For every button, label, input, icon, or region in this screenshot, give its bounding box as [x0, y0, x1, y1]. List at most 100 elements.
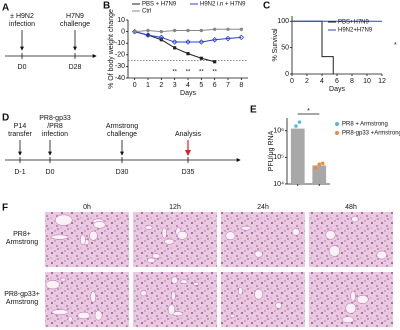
x-tick-label: 6 — [335, 78, 339, 85]
airspace — [193, 282, 199, 286]
legend-swatch — [335, 122, 339, 126]
marker — [211, 36, 218, 43]
marker — [198, 39, 205, 45]
day-label: D28 — [69, 64, 82, 71]
airspace — [60, 277, 66, 282]
marker — [172, 28, 177, 33]
airspace — [171, 276, 178, 284]
histology-image — [221, 272, 305, 327]
marker — [213, 60, 217, 64]
x-tick-label: 3 — [173, 82, 177, 89]
airspace — [177, 230, 188, 240]
bar — [312, 165, 327, 184]
histology-image — [133, 212, 217, 267]
x-tick-label: 7 — [226, 82, 230, 89]
airspace — [77, 311, 91, 320]
legend-label: PBS + H7N9 — [142, 2, 177, 8]
airspace — [167, 304, 176, 316]
airspace — [147, 257, 156, 264]
x-tick-label: 0 — [133, 82, 137, 89]
airspace — [90, 291, 97, 303]
airspace — [180, 279, 188, 284]
marker — [158, 34, 165, 41]
significance: ** — [199, 70, 204, 76]
airspace — [171, 291, 176, 301]
day-label: D-1 — [14, 169, 25, 176]
y-tick-label: -20 — [115, 52, 125, 59]
histology-panel: 0h 12h 24h 48h PR8+ Armstrong PR8-gp33+ … — [4, 204, 393, 327]
y-tick-label: 100 — [277, 18, 289, 25]
x-tick-label: 2 — [159, 82, 163, 89]
airspace — [229, 313, 236, 318]
marker — [226, 27, 230, 31]
event-label: Armstrong — [106, 123, 138, 130]
airspace — [140, 290, 147, 297]
x-tick-label: 0 — [290, 78, 294, 85]
airspace — [225, 231, 236, 241]
column-label: 24h — [257, 204, 269, 211]
event-label: challenge — [107, 131, 137, 138]
row-label: Armstrong — [6, 239, 38, 246]
legend-swatch — [335, 131, 339, 135]
data-point — [320, 161, 325, 166]
y-tick-label: 0 — [121, 28, 125, 35]
x-tick-label: 4 — [320, 78, 324, 85]
airspace — [356, 294, 369, 304]
airspace — [93, 221, 106, 229]
x-tick-label: 2 — [305, 78, 309, 85]
airspace — [89, 230, 98, 241]
event-label: transfer — [8, 131, 32, 138]
event-label: H7N9 — [66, 13, 84, 20]
marker — [171, 39, 178, 45]
y-tick-label: 0 — [285, 71, 289, 78]
legend-label: PR8 + Armstrong — [342, 122, 388, 128]
airspace — [254, 250, 263, 258]
airspace — [51, 309, 69, 315]
y-tick-label: 10⁴ — [273, 181, 284, 188]
column-label: 0h — [83, 204, 91, 211]
y-tick-label: -10 — [115, 40, 125, 47]
panel-label: F — [2, 203, 8, 214]
day-label: D30 — [116, 169, 129, 176]
airspace — [238, 286, 243, 296]
airspace — [144, 225, 153, 230]
x-tick-label: 12 — [378, 78, 386, 85]
airspace — [254, 288, 264, 300]
airspace — [152, 253, 161, 259]
event-label: infection — [42, 131, 68, 138]
marker — [146, 28, 150, 33]
histology-image — [45, 272, 129, 327]
marker — [186, 52, 190, 56]
airspace — [275, 302, 282, 309]
panel-label: A — [2, 3, 9, 14]
y-tick-label: 10⁶ — [273, 128, 284, 135]
marker — [199, 56, 203, 60]
marker — [225, 35, 231, 42]
y-tick-label: -30 — [115, 63, 125, 70]
row-label: PR8+ — [13, 231, 31, 238]
airspace — [161, 227, 167, 239]
event-label: challenge — [60, 21, 90, 28]
data-point — [317, 162, 322, 167]
airspace — [376, 250, 387, 260]
row-label: Armstrong — [6, 299, 38, 306]
x-tick-label: 6 — [213, 82, 217, 89]
day-label: D35 — [182, 169, 195, 176]
day-label: D0 — [18, 64, 27, 71]
event-label: ± H9N2 — [10, 13, 34, 20]
airspace — [94, 310, 103, 321]
airspace — [50, 234, 69, 240]
data-point — [294, 124, 298, 128]
airspace — [164, 238, 175, 245]
marker — [239, 27, 244, 31]
legend-label: H9N2+H7N9 — [338, 28, 373, 34]
airspace — [291, 228, 300, 236]
data-line — [292, 20, 334, 74]
x-axis-label: Days — [180, 90, 196, 97]
legend-label: H9N2 i.n + H7N9 — [200, 2, 246, 8]
x-tick-label: 10 — [363, 78, 371, 85]
airspace — [45, 280, 60, 290]
airspace — [328, 245, 341, 257]
marker — [212, 27, 217, 31]
bar — [290, 128, 305, 184]
